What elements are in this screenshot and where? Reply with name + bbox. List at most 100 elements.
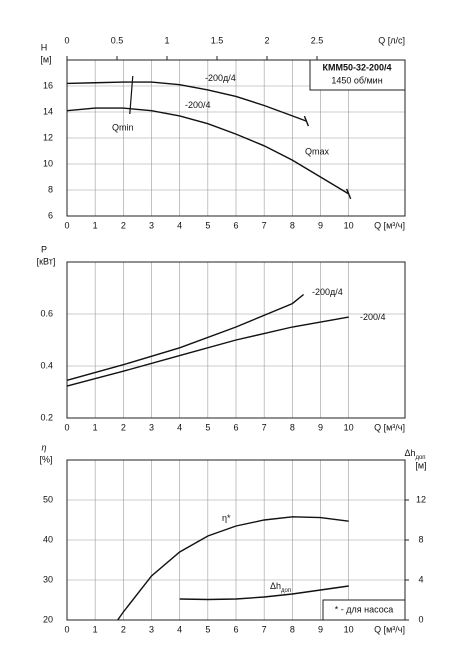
y-axis-unit: [кВт] (37, 256, 56, 266)
series-name: η* (222, 513, 231, 523)
x-tick-label: 2 (121, 624, 126, 634)
y-axis-label: H (41, 42, 48, 52)
x-tick-label: 6 (233, 220, 238, 230)
x-tick-label: 3 (149, 422, 154, 432)
x-axis-label: Q [м³/ч] (374, 422, 405, 432)
x2-tick-label: 0 (64, 35, 69, 45)
x2-tick-label: 1.5 (211, 35, 224, 45)
x-tick-label: 5 (205, 220, 210, 230)
curve (66, 107, 350, 195)
series-name: -200д/4 (312, 287, 343, 297)
x-tick-label: 8 (290, 624, 295, 634)
y-tick-label: 14 (43, 106, 53, 116)
qmin-line (129, 75, 134, 115)
x-tick-label: 4 (177, 220, 182, 230)
y-tick-label: 0.6 (40, 308, 53, 318)
model-name: КММ50-32-200/4 (322, 62, 391, 72)
x2-axis-label: Q [л/с] (378, 35, 405, 45)
y-tick-label: 50 (43, 494, 53, 504)
curve (66, 81, 307, 122)
y-tick-label: 40 (43, 534, 53, 544)
x-tick-label: 8 (290, 220, 295, 230)
series-label: -200д/4 (205, 73, 236, 83)
x-tick-label: 9 (318, 220, 323, 230)
annotation: Qmin (112, 122, 134, 132)
x-tick-label: 4 (177, 624, 182, 634)
x-tick-label: 8 (290, 422, 295, 432)
x-tick-label: 10 (344, 624, 354, 634)
series-label: Δhдоп (270, 581, 291, 593)
y2-axis-unit: [м] (415, 460, 426, 470)
series-name: -200/4 (185, 100, 211, 110)
end-tick (346, 188, 352, 200)
x2-tick-label: 2 (264, 35, 269, 45)
series-label: η* (222, 513, 231, 523)
y-axis-unit: [%] (39, 454, 52, 464)
y-tick-label: 8 (48, 184, 53, 194)
y-tick-label: 16 (43, 80, 53, 90)
plot-frame (66, 261, 406, 419)
series-name: -200д/4 (205, 73, 236, 83)
x2-tick-label: 0.5 (111, 35, 124, 45)
x-tick-label: 3 (149, 220, 154, 230)
y-axis-unit: [м] (40, 54, 51, 64)
x-tick-label: 6 (233, 624, 238, 634)
y-axis-label: η (42, 442, 47, 452)
y2-label-sub: доп (415, 455, 425, 461)
x-tick-label: 1 (93, 422, 98, 432)
x-tick-label: 0 (64, 422, 69, 432)
series-name: Δh (270, 581, 281, 591)
x-tick-label: 5 (205, 422, 210, 432)
y-tick-label: 20 (43, 614, 53, 624)
x2-tick-label: 1 (164, 35, 169, 45)
series-label: -200д/4 (312, 287, 343, 297)
x-tick-label: 5 (205, 624, 210, 634)
x-tick-label: 9 (318, 624, 323, 634)
x-tick-label: 7 (262, 220, 267, 230)
y2-tick-label: 4 (418, 574, 423, 584)
x-axis-label: Q [м³/ч] (374, 624, 405, 634)
y2-tick-label: 0 (418, 614, 423, 624)
x-tick-label: 9 (318, 422, 323, 432)
y-axis-label: P (41, 244, 47, 254)
y-tick-label: 30 (43, 574, 53, 584)
y2-axis-label: Δhдоп (404, 448, 425, 460)
x-tick-label: 7 (262, 422, 267, 432)
y2-tick-label: 12 (416, 494, 426, 504)
series-name: -200/4 (360, 312, 386, 322)
x-tick-label: 2 (121, 422, 126, 432)
x-tick-label: 1 (93, 624, 98, 634)
annotation: Qmax (305, 146, 330, 156)
x-axis-label: Q [м³/ч] (374, 220, 405, 230)
y-tick-label: 0.2 (40, 412, 53, 422)
y-tick-label: 12 (43, 132, 53, 142)
x-tick-label: 6 (233, 422, 238, 432)
plot-frame (66, 459, 406, 621)
x-tick-label: 0 (64, 624, 69, 634)
x-tick-label: 10 (344, 220, 354, 230)
plot-frame (66, 59, 406, 217)
note-box (322, 599, 406, 621)
y-tick-label: 10 (43, 158, 53, 168)
y2-tick-label: 8 (418, 534, 423, 544)
x-tick-label: 4 (177, 422, 182, 432)
y-tick-label: 0.4 (40, 360, 53, 370)
x-tick-label: 3 (149, 624, 154, 634)
x-tick-label: 1 (93, 220, 98, 230)
curve (117, 516, 349, 621)
series-label: -200/4 (185, 100, 211, 110)
series-name-sub: доп (281, 588, 291, 594)
x-tick-label: 7 (262, 624, 267, 634)
model-box (309, 59, 406, 91)
curve (66, 316, 349, 387)
curve (66, 293, 305, 381)
note: * - для насоса (335, 604, 393, 614)
x-tick-label: 0 (64, 220, 69, 230)
x-tick-label: 10 (344, 422, 354, 432)
model-speed: 1450 об/мин (331, 75, 382, 85)
series-label: -200/4 (360, 312, 386, 322)
end-tick (303, 115, 310, 127)
y-tick-label: 6 (48, 210, 53, 220)
x2-tick-label: 2.5 (311, 35, 324, 45)
